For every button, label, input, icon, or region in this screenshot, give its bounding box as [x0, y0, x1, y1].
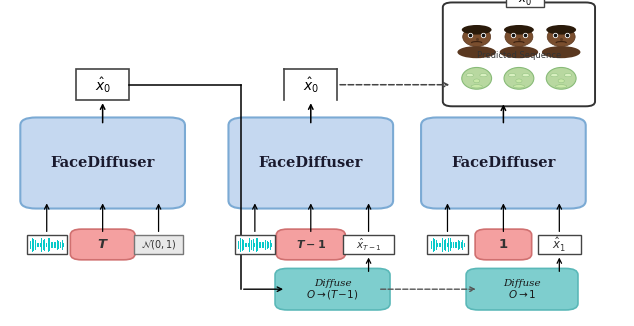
Bar — [76, 69, 129, 100]
FancyBboxPatch shape — [228, 117, 393, 209]
Ellipse shape — [508, 74, 516, 77]
Bar — [506, 0, 545, 7]
Text: Diffuse: Diffuse — [314, 279, 351, 288]
Text: FaceDiffuser: FaceDiffuser — [51, 156, 155, 170]
FancyBboxPatch shape — [20, 117, 185, 209]
Text: Diffuse: Diffuse — [503, 279, 541, 288]
Bar — [427, 235, 468, 254]
FancyBboxPatch shape — [70, 229, 135, 260]
Ellipse shape — [555, 85, 567, 88]
Text: $\boldsymbol{1}$: $\boldsymbol{1}$ — [498, 238, 508, 251]
FancyBboxPatch shape — [276, 229, 346, 260]
FancyBboxPatch shape — [275, 268, 390, 310]
Ellipse shape — [466, 74, 474, 77]
Text: $\boldsymbol{T}$: $\boldsymbol{T}$ — [97, 238, 108, 251]
Text: $\hat{x}_0$: $\hat{x}_0$ — [94, 75, 111, 95]
Ellipse shape — [547, 67, 576, 89]
Ellipse shape — [558, 79, 564, 83]
Ellipse shape — [505, 27, 533, 46]
Ellipse shape — [474, 79, 480, 83]
Ellipse shape — [471, 85, 482, 88]
Text: $\boldsymbol{T-1}$: $\boldsymbol{T-1}$ — [295, 238, 326, 250]
Text: $\mathcal{N}(0, 1)$: $\mathcal{N}(0, 1)$ — [141, 238, 176, 251]
Ellipse shape — [480, 74, 488, 77]
Text: $\hat{x}_{T-1}$: $\hat{x}_{T-1}$ — [356, 236, 382, 253]
Bar — [134, 235, 183, 254]
Ellipse shape — [504, 25, 534, 35]
Ellipse shape — [462, 25, 491, 35]
Ellipse shape — [542, 46, 581, 58]
FancyBboxPatch shape — [475, 229, 532, 260]
Text: $O \rightarrow (T\!-\!1)$: $O \rightarrow (T\!-\!1)$ — [306, 288, 359, 301]
FancyBboxPatch shape — [466, 268, 578, 310]
Ellipse shape — [504, 67, 534, 89]
Text: $\hat{x}_0$: $\hat{x}_0$ — [302, 75, 319, 95]
Ellipse shape — [457, 46, 496, 58]
Text: FaceDiffuser: FaceDiffuser — [259, 156, 363, 170]
Ellipse shape — [463, 27, 491, 46]
Ellipse shape — [547, 25, 576, 35]
Ellipse shape — [514, 85, 524, 88]
Ellipse shape — [500, 46, 538, 58]
Text: $\hat{x}_0$: $\hat{x}_0$ — [518, 0, 532, 8]
FancyBboxPatch shape — [421, 117, 586, 209]
Text: $\hat{x}_1$: $\hat{x}_1$ — [552, 235, 566, 254]
Ellipse shape — [564, 74, 572, 77]
Ellipse shape — [522, 74, 529, 77]
Text: FaceDiffuser: FaceDiffuser — [451, 156, 555, 170]
Text: Predicted Sequence: Predicted Sequence — [477, 52, 561, 61]
Bar — [27, 235, 67, 254]
Text: $O \rightarrow 1$: $O \rightarrow 1$ — [508, 288, 536, 300]
Ellipse shape — [462, 67, 491, 89]
Ellipse shape — [516, 79, 522, 83]
Bar — [538, 235, 581, 254]
Bar — [343, 235, 394, 254]
Ellipse shape — [550, 74, 558, 77]
Bar — [235, 235, 275, 254]
Ellipse shape — [547, 27, 575, 46]
FancyBboxPatch shape — [443, 3, 595, 106]
